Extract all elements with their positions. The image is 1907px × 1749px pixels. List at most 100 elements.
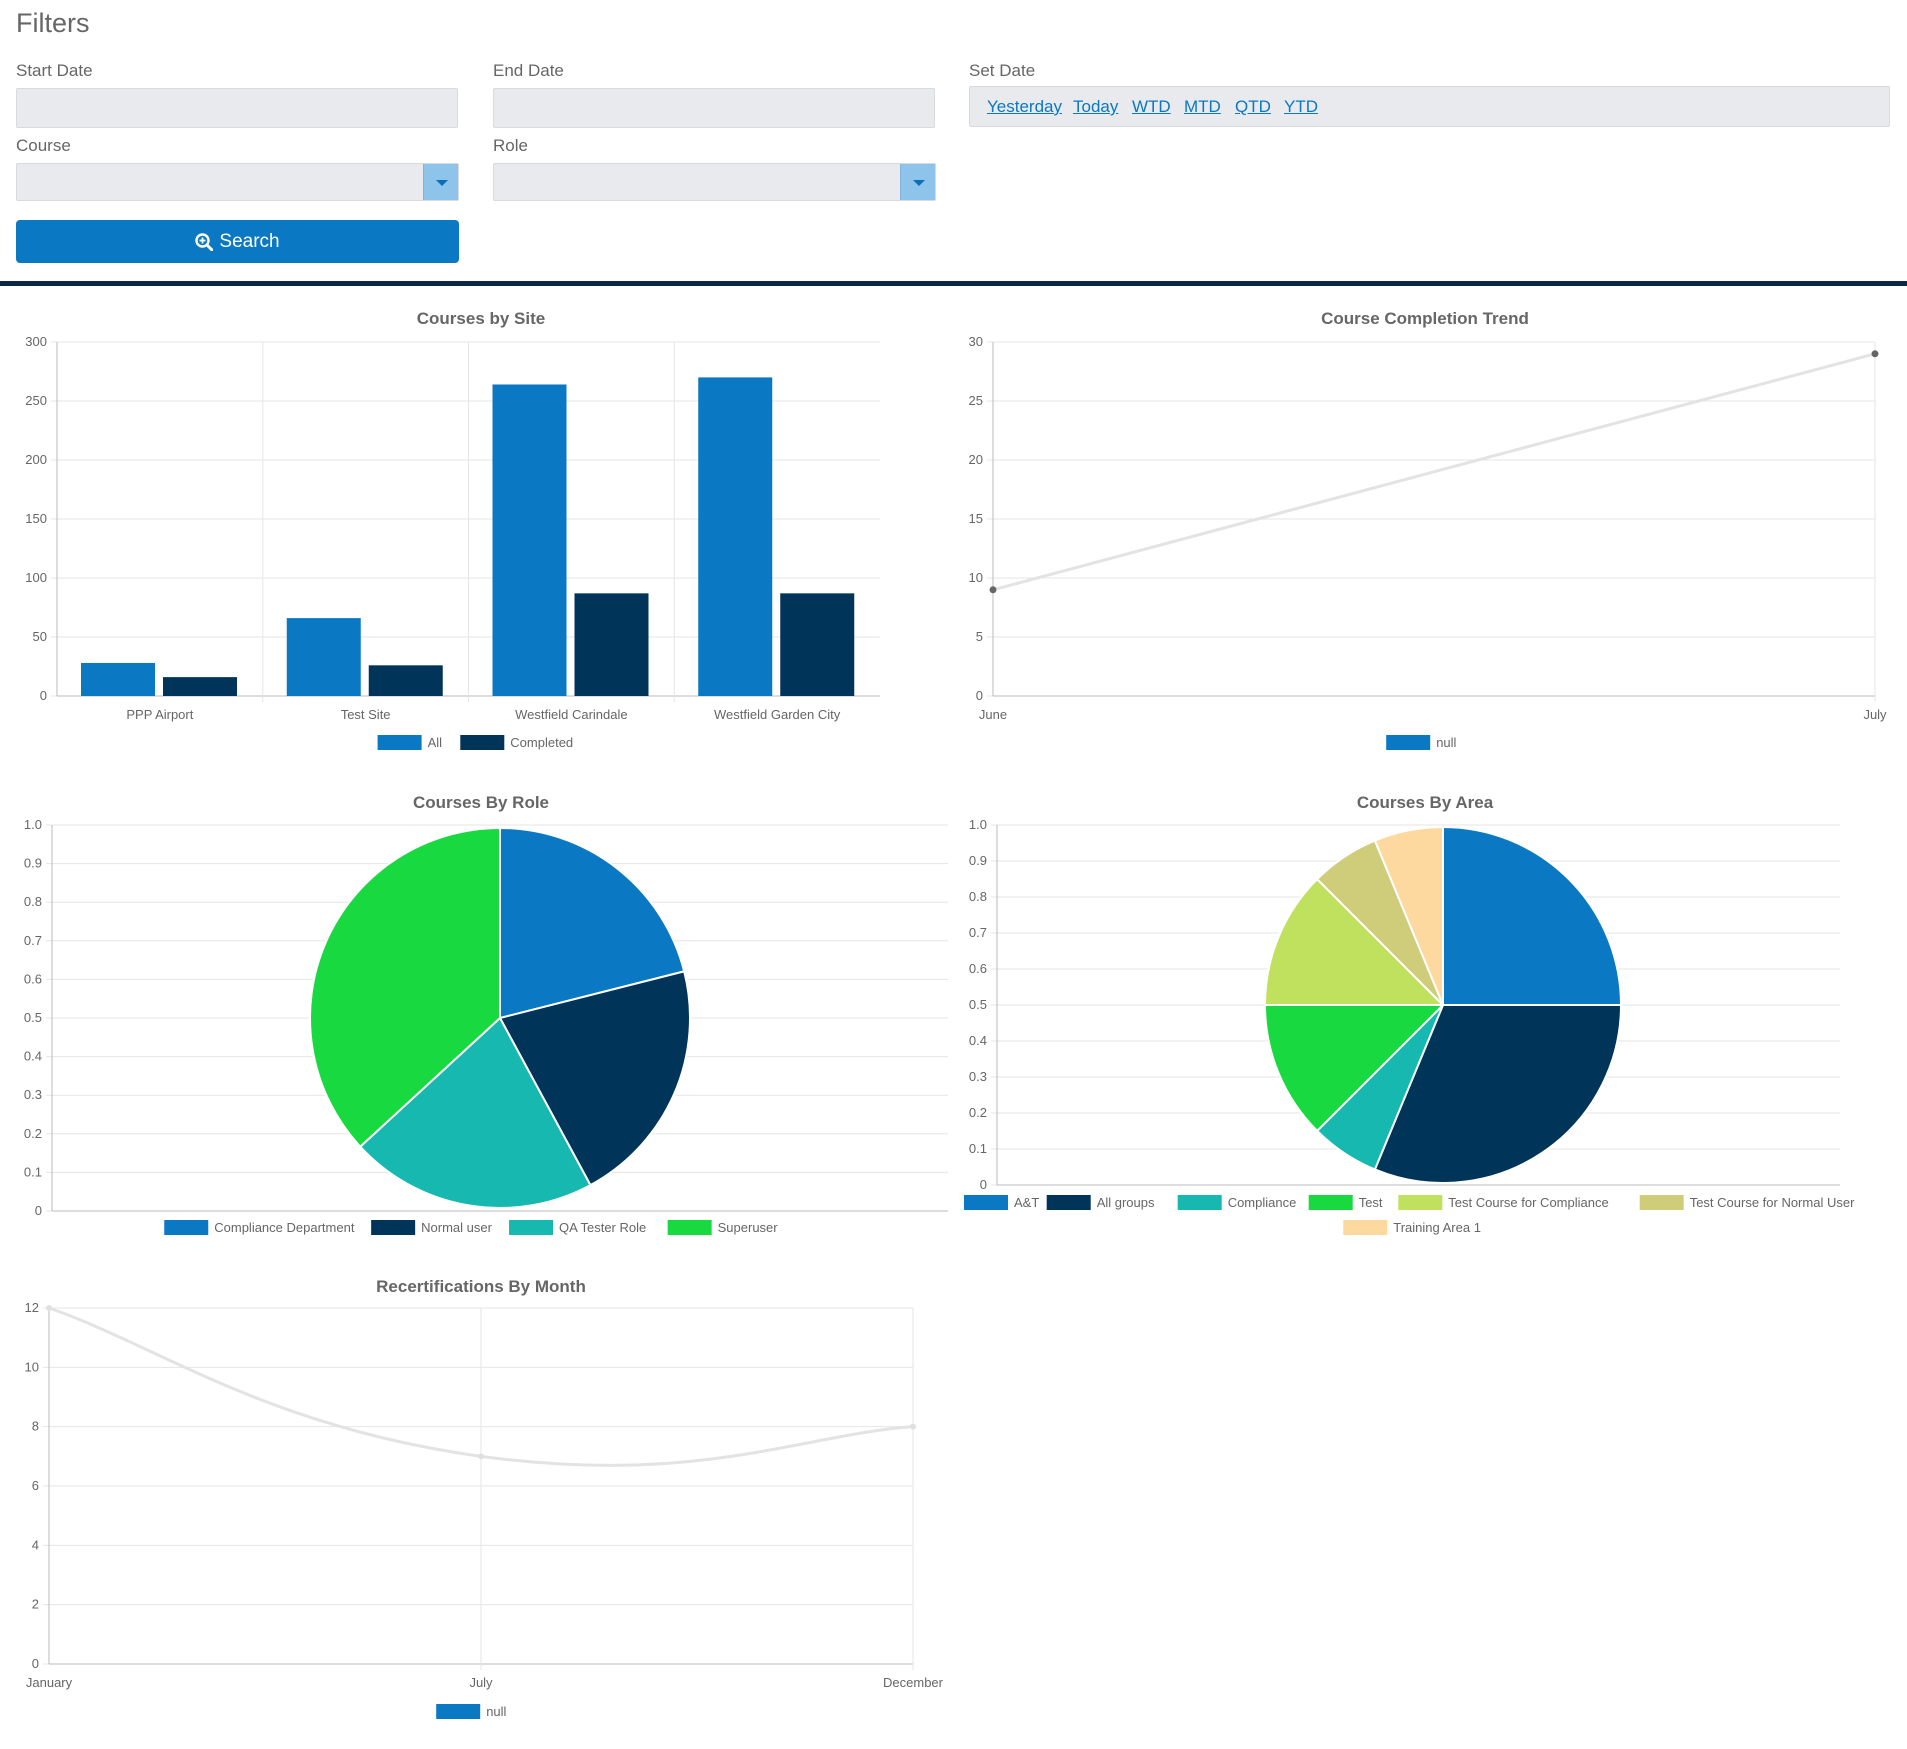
legend-label: Training Area 1 xyxy=(1393,1220,1481,1235)
y-tick-label: 0.5 xyxy=(969,997,987,1012)
quick-date-mtd[interactable]: MTD xyxy=(1184,97,1221,116)
y-tick-label: 0.7 xyxy=(969,925,987,940)
legend-swatch xyxy=(1398,1195,1443,1210)
y-tick-label: 0.2 xyxy=(969,1105,987,1120)
quick-date-wtd[interactable]: WTD xyxy=(1132,97,1171,116)
x-tick-label: July xyxy=(1863,707,1887,722)
bar xyxy=(492,384,567,696)
bar xyxy=(698,377,773,696)
pie-slice xyxy=(498,970,691,1187)
pie-slice xyxy=(499,826,686,1020)
y-tick-label: 4 xyxy=(32,1537,39,1552)
data-point xyxy=(910,1423,916,1430)
y-tick-label: 0.3 xyxy=(24,1087,42,1102)
y-tick-label: 2 xyxy=(32,1597,39,1612)
chart-title: Recertifications By Month xyxy=(376,1277,586,1296)
data-point xyxy=(478,1453,484,1460)
section-divider xyxy=(0,281,1907,286)
course-dropdown-button[interactable] xyxy=(423,164,458,200)
y-tick-label: 10 xyxy=(25,1359,39,1374)
y-tick-label: 150 xyxy=(25,511,47,526)
legend-swatch xyxy=(964,1195,1008,1210)
y-tick-label: 250 xyxy=(25,393,47,408)
y-tick-label: 0 xyxy=(35,1203,42,1218)
y-tick-label: 0 xyxy=(32,1656,39,1671)
quick-date-today[interactable]: Today xyxy=(1073,97,1119,116)
data-point xyxy=(46,1305,52,1311)
y-tick-label: 200 xyxy=(25,452,47,467)
bar xyxy=(163,677,237,696)
y-tick-label: 0 xyxy=(40,688,47,703)
legend-swatch xyxy=(164,1220,209,1235)
legend-swatch xyxy=(1177,1195,1222,1210)
legend-swatch xyxy=(1386,735,1431,750)
x-tick-label: PPP Airport xyxy=(126,707,193,722)
quick-date-yesterday[interactable]: Yesterday xyxy=(987,97,1062,116)
pie-slice xyxy=(1373,1004,1623,1184)
chart-title: Course Completion Trend xyxy=(1321,309,1529,328)
y-tick-label: 0.5 xyxy=(24,1010,42,1025)
quick-date-ytd[interactable]: YTD xyxy=(1284,97,1318,116)
start-date-input[interactable] xyxy=(16,88,458,128)
y-tick-label: 0.4 xyxy=(969,1033,987,1048)
y-tick-label: 0.8 xyxy=(24,894,42,909)
search-button-label: Search xyxy=(219,230,280,252)
legend-label: All xyxy=(428,735,443,750)
legend-label: Normal user xyxy=(421,1220,492,1235)
legend-swatch xyxy=(436,1704,481,1719)
end-date-label: End Date xyxy=(493,61,564,80)
pie-slice xyxy=(1442,825,1623,1006)
series-line xyxy=(992,352,1876,592)
chart-title: Courses By Role xyxy=(413,793,549,812)
y-tick-label: 5 xyxy=(976,629,983,644)
y-tick-label: 0.6 xyxy=(24,971,42,986)
legend-swatch xyxy=(1308,1195,1353,1210)
legend-swatch xyxy=(509,1220,554,1235)
role-dropdown-button[interactable] xyxy=(900,164,935,200)
quick-date-qtd[interactable]: QTD xyxy=(1235,97,1271,116)
y-tick-label: 1.0 xyxy=(24,817,42,832)
chart-title: Courses by Site xyxy=(417,309,546,328)
y-tick-label: 8 xyxy=(32,1419,39,1434)
search-button[interactable]: Search xyxy=(16,220,459,263)
course-select[interactable] xyxy=(16,163,459,201)
x-tick-label: June xyxy=(979,707,1007,722)
y-tick-label: 0.8 xyxy=(969,889,987,904)
legend-label: Completed xyxy=(510,735,573,750)
y-tick-label: 50 xyxy=(33,629,47,644)
legend-label: A&T xyxy=(1014,1195,1039,1210)
bar xyxy=(286,618,361,696)
y-tick-label: 12 xyxy=(25,1300,39,1315)
legend-swatch xyxy=(1343,1220,1388,1235)
end-date-input[interactable] xyxy=(493,88,935,128)
x-tick-label: Westfield Carindale xyxy=(515,707,627,722)
y-tick-label: 20 xyxy=(969,452,983,467)
chart-courses-by-site: Courses by Site 0 50 100 150 200 250 300 PPP Air… xyxy=(25,309,880,750)
role-select[interactable] xyxy=(493,163,936,201)
start-date-label: Start Date xyxy=(16,61,93,80)
data-point xyxy=(1871,350,1879,358)
filters-title: Filters xyxy=(16,8,90,38)
x-tick-label: Test Site xyxy=(341,707,391,722)
legend-label: QA Tester Role xyxy=(559,1220,646,1235)
pie-slice xyxy=(1263,1004,1446,1133)
legend-label: null xyxy=(486,1704,506,1719)
pie-slice xyxy=(1263,877,1446,1006)
x-tick-label: July xyxy=(469,1675,493,1690)
y-tick-label: 0.1 xyxy=(969,1141,987,1156)
legend-label: null xyxy=(1436,735,1456,750)
x-tick-label: Westfield Garden City xyxy=(714,707,841,722)
y-tick-label: 0.1 xyxy=(24,1164,42,1179)
pie-slice xyxy=(309,826,501,1149)
legend-label: Compliance Department xyxy=(214,1220,355,1235)
y-tick-label: 0.7 xyxy=(24,933,42,948)
legend-label: Compliance xyxy=(1228,1195,1297,1210)
chart-courses-by-area: Courses By Area 0 0.1 0.2 0.3 0.4 0.5 0.6 0.7 0.8… xyxy=(964,793,1855,1235)
filters-panel: Filters Start Date End Date Set Date Yes… xyxy=(0,0,1907,282)
bar xyxy=(368,665,443,696)
y-tick-label: 0.3 xyxy=(969,1069,987,1084)
y-tick-label: 0.2 xyxy=(24,1126,42,1141)
legend-swatch xyxy=(377,735,422,750)
legend-swatch xyxy=(1639,1195,1684,1210)
legend-label: Test Course for Normal User xyxy=(1690,1195,1855,1210)
